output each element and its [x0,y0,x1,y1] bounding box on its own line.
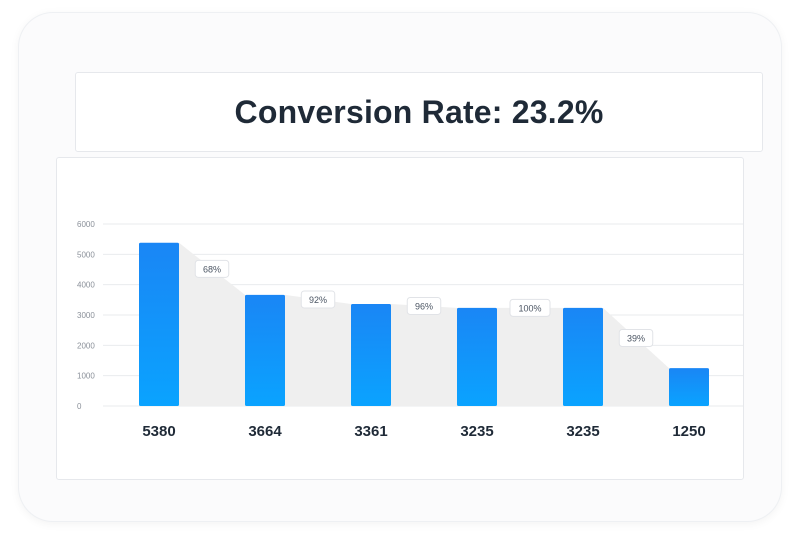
bar [139,242,179,406]
bar-value-label: 1250 [672,423,705,440]
funnel-connector [497,307,563,406]
conversion-badge: 39% [618,328,654,347]
bar [563,307,603,406]
conversion-badge: 68% [194,259,230,278]
funnel-connector [285,294,351,406]
funnel-connector [603,307,669,406]
conversion-badge-bg [406,296,442,315]
conversion-rate-label: 92% [309,295,327,305]
conversion-badge-bg [300,290,336,309]
conversion-rate-label: 96% [415,301,433,311]
y-tick-label: 3000 [77,311,95,320]
bar [351,304,391,406]
y-tick-label: 5000 [77,250,95,259]
bar-value-label: 3361 [354,423,387,440]
conversion-badge-bg [618,328,654,347]
bar-value-label: 3664 [248,423,282,440]
bar-value-label: 3235 [460,423,493,440]
y-tick-label: 0 [77,402,82,411]
conversion-badge: 96% [406,296,442,315]
bar [245,294,285,406]
y-tick-label: 2000 [77,341,95,350]
funnel-chart: 0 1000 2000 3000 4000 5000 6000 5380 3664 3361 32… [77,220,743,440]
bar-value-label: 5380 [142,423,175,440]
bar [669,368,709,406]
bar [457,307,497,406]
funnel-connector [391,304,457,406]
conversion-rate-label: 39% [627,333,645,343]
conversion-badge-bg [509,298,551,317]
conversion-rate-label: 100% [518,303,541,313]
y-tick-label: 4000 [77,281,95,290]
conversion-rate-label: 68% [203,264,221,274]
title-panel: Conversion Rate: 23.2% [75,72,763,152]
y-tick-label: 6000 [77,220,95,229]
y-tick-label: 1000 [77,372,95,381]
funnel-connector [179,242,245,406]
conversion-badge: 100% [509,298,551,317]
chart-panel: 0 1000 2000 3000 4000 5000 6000 5380 3664 3361 32… [56,157,744,480]
conversion-badge: 92% [300,290,336,309]
conversion-rate-title: Conversion Rate: 23.2% [234,93,604,130]
bar-value-label: 3235 [566,423,599,440]
conversion-badge-bg [194,259,230,278]
